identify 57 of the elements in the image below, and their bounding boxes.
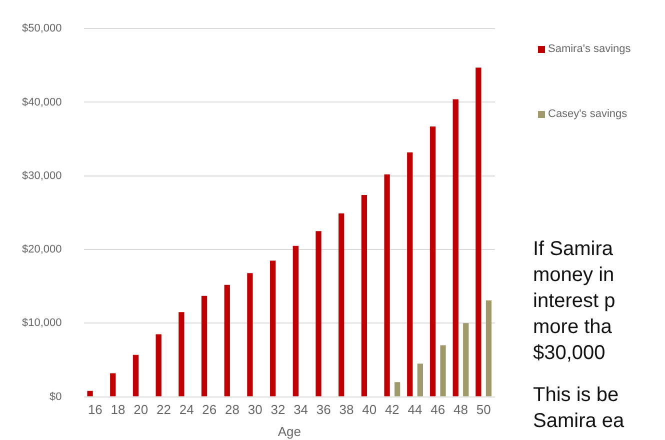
x-tick-label: 42 xyxy=(384,402,400,418)
bar xyxy=(486,300,492,396)
bar xyxy=(316,231,322,396)
text: This is be xyxy=(533,383,620,408)
bar xyxy=(417,364,424,396)
bar xyxy=(292,246,298,396)
x-tick-label: 22 xyxy=(156,402,171,418)
bar xyxy=(201,296,208,396)
bar xyxy=(156,334,162,396)
bar xyxy=(440,345,446,396)
bar xyxy=(384,174,390,396)
bar xyxy=(338,213,344,396)
x-tick-label: 28 xyxy=(225,402,240,418)
legend-label: Samira's savings xyxy=(548,43,631,55)
text: $30,000 xyxy=(533,341,606,366)
bar xyxy=(270,260,276,396)
x-axis-title: Age xyxy=(278,424,301,439)
bar xyxy=(463,323,469,396)
y-tick-label: $40,000 xyxy=(22,96,62,108)
text: money in xyxy=(533,263,616,288)
bar xyxy=(430,126,436,396)
legend-label: Casey's savings xyxy=(548,108,628,120)
y-tick-label: $20,000 xyxy=(22,244,62,256)
x-tick-label: 20 xyxy=(134,402,148,418)
bar xyxy=(178,312,184,396)
y-tick-label: $50,000 xyxy=(22,22,62,35)
bar xyxy=(87,390,93,396)
x-tick-label: 32 xyxy=(270,402,286,418)
bar xyxy=(247,273,253,396)
bar xyxy=(407,152,413,396)
x-tick-label: 26 xyxy=(202,402,217,418)
x-tick-label: 48 xyxy=(453,402,468,418)
text: If Samira xyxy=(533,237,614,262)
x-tick-label: 16 xyxy=(88,402,102,418)
bar xyxy=(394,382,400,396)
x-tick-label: 44 xyxy=(408,402,422,418)
x-tick-label: 38 xyxy=(339,402,354,418)
x-tick-label: 18 xyxy=(110,402,126,418)
text: more tha xyxy=(533,315,613,340)
bar xyxy=(361,195,368,396)
y-tick-label: $0 xyxy=(50,390,62,403)
bar xyxy=(224,284,230,396)
x-tick-label: 50 xyxy=(476,402,491,418)
x-tick-label: 24 xyxy=(179,402,194,418)
text: interest p xyxy=(533,289,616,314)
bar xyxy=(132,354,139,396)
x-tick-label: 30 xyxy=(248,402,262,418)
y-tick-label: $10,000 xyxy=(22,317,62,330)
y-tick-label: $30,000 xyxy=(22,170,62,182)
bar xyxy=(110,373,116,396)
x-tick-label: 40 xyxy=(362,402,377,418)
x-tick-label: 36 xyxy=(316,402,331,418)
bar xyxy=(452,99,458,396)
bar xyxy=(476,68,482,396)
x-tick-label: 34 xyxy=(294,402,308,418)
text: Samira ea xyxy=(533,409,624,434)
x-tick-label: 46 xyxy=(430,402,446,418)
